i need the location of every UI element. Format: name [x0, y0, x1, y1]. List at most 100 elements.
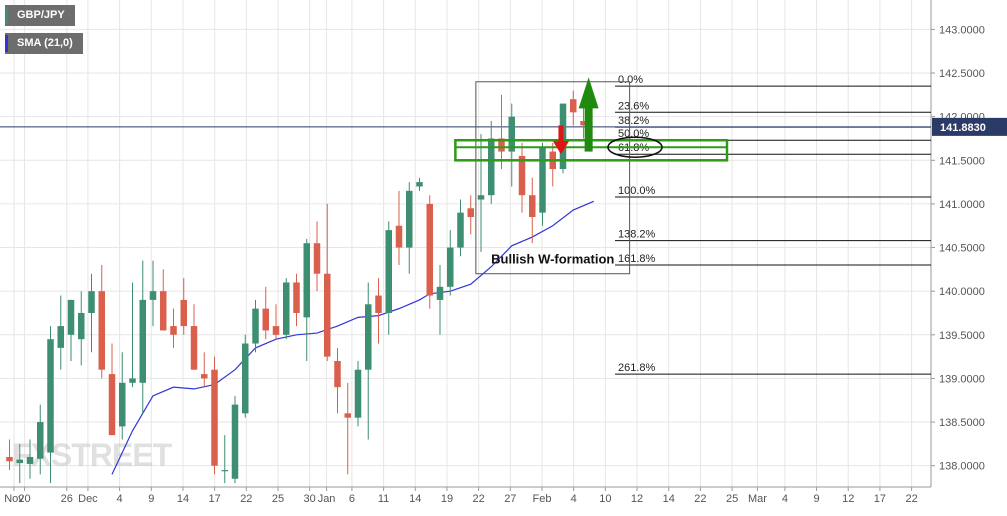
x-tick-label: 17 [209, 493, 221, 505]
candle-body [190, 326, 198, 370]
candle-body [98, 291, 105, 370]
x-tick-label: Dec [78, 493, 98, 505]
x-tick-label: 4 [571, 493, 577, 505]
fib-highlight-ellipse [607, 136, 663, 158]
candle-body [426, 203, 433, 296]
y-tick-label: 141.5000 [939, 155, 985, 167]
x-tick-label: Nov [4, 493, 24, 505]
x-tick-label: 17 [874, 493, 886, 505]
legend-instrument[interactable]: GBP/JPY [5, 5, 75, 26]
candle-body [6, 456, 13, 462]
candle-body [498, 138, 505, 152]
x-tick-label: 22 [240, 493, 252, 505]
x-tick-label: 19 [441, 493, 453, 505]
fib-level-label: 0.0% [618, 74, 643, 86]
candle-body [149, 291, 157, 300]
candle-body [406, 190, 413, 248]
candle-body [180, 299, 187, 327]
instrument-color-marker [5, 7, 8, 24]
x-tick-label: 26 [61, 493, 73, 505]
x-tick-label: 14 [177, 493, 189, 505]
y-tick-label: 140.5000 [939, 243, 985, 255]
candle-body [303, 243, 310, 318]
fib-level-label: 161.8% [618, 253, 656, 265]
candle-body [344, 413, 351, 418]
candle-body [457, 212, 464, 248]
sma-color-marker [5, 35, 8, 52]
x-tick-label: 22 [473, 493, 485, 505]
candle-body [221, 470, 228, 472]
current-price-label: 141.8830 [940, 122, 986, 134]
fib-level-label: 38.2% [618, 115, 649, 127]
candle-body [26, 456, 34, 464]
candle-body [395, 225, 403, 248]
fib-level-label: 100.0% [618, 185, 656, 197]
candle-body [262, 308, 269, 331]
candle-body [119, 382, 126, 427]
y-tick-label: 141.0000 [939, 199, 985, 211]
candle-body [488, 138, 495, 196]
candle-body [231, 404, 239, 479]
candle-body [375, 295, 382, 313]
candle-body [37, 422, 44, 459]
watermark-logo: FXSTREET [12, 437, 173, 473]
pattern-box [475, 81, 631, 275]
x-tick-label: 20 [18, 493, 30, 505]
fib-level-label: 23.6% [618, 100, 649, 112]
x-tick-label: 30 [304, 493, 316, 505]
candle-body [477, 195, 485, 200]
x-tick-label: 4 [117, 493, 123, 505]
pattern-box-label: Bullish W-formation [491, 252, 614, 267]
bearish-arrow-shaft [558, 125, 564, 143]
y-tick-label: 138.0000 [939, 461, 985, 473]
candle-body [67, 299, 75, 335]
candle-body [518, 155, 526, 196]
candle-body [272, 326, 280, 335]
candle-body [385, 230, 392, 313]
candle-body [16, 459, 23, 464]
candle-body [365, 304, 372, 370]
current-price-tag [932, 117, 1007, 136]
candle-body [436, 286, 444, 300]
x-tick-label: 14 [409, 493, 421, 505]
x-tick-label: 6 [349, 493, 355, 505]
candle-body [580, 121, 587, 126]
bullish-arrow-shaft [584, 107, 593, 152]
candle-body [78, 312, 85, 340]
candle-body [447, 247, 454, 287]
candle-body [242, 343, 249, 414]
x-tick-label: 12 [842, 493, 854, 505]
x-tick-label: 27 [504, 493, 516, 505]
candle-body [539, 147, 546, 213]
candle-body [108, 374, 116, 436]
candle-body [324, 273, 331, 357]
candle-body [283, 282, 290, 335]
candle-body [139, 299, 146, 383]
candle-body [334, 360, 341, 388]
y-tick-label: 143.0000 [939, 24, 985, 36]
y-tick-label: 139.0000 [939, 373, 985, 385]
y-tick-label: 139.5000 [939, 330, 985, 342]
candle-body [201, 374, 208, 379]
candle-body [313, 243, 321, 274]
x-tick-label: 22 [905, 493, 917, 505]
candle-body [416, 182, 423, 187]
fib-level-label: 138.2% [618, 229, 656, 241]
fib-level-label: 261.8% [618, 362, 656, 374]
x-tick-label: 11 [378, 493, 389, 505]
x-tick-label: Jan [318, 493, 336, 505]
x-tick-label: 9 [148, 493, 154, 505]
candle-body [293, 282, 300, 313]
candle-body [354, 369, 362, 418]
x-tick-label: 9 [813, 493, 819, 505]
x-tick-label: 25 [272, 493, 284, 505]
bearish-arrow-head [552, 141, 569, 155]
x-tick-label: 14 [663, 493, 675, 505]
legend-sma-label: SMA (21,0) [17, 37, 73, 49]
legend-sma[interactable]: SMA (21,0) [5, 33, 83, 54]
sma-line [111, 200, 594, 475]
candle-body [529, 195, 536, 218]
bullish-arrow-head [578, 77, 599, 109]
candle-body [170, 326, 177, 335]
